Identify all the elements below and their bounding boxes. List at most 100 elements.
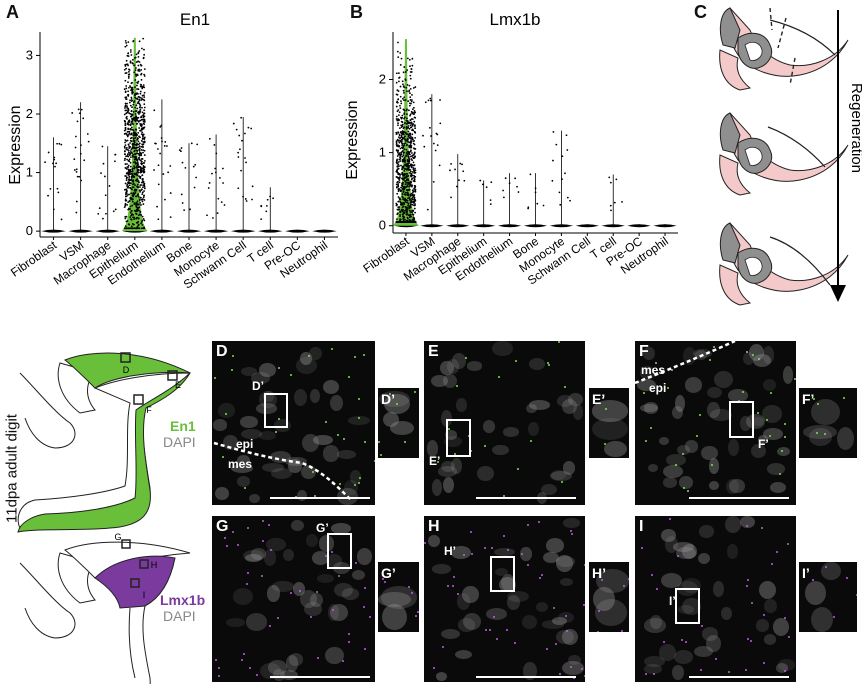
signal-dot (553, 607, 556, 610)
nucleus (284, 456, 307, 467)
zoom-inset-label-d: D’ (381, 391, 395, 407)
signal-dot (775, 551, 778, 554)
signal-dot (363, 587, 366, 590)
data-point (404, 198, 407, 201)
data-point (213, 144, 216, 146)
data-point (402, 158, 404, 161)
signal-dot (337, 434, 340, 437)
nucleus (312, 434, 333, 446)
data-point (140, 204, 142, 206)
data-point (400, 146, 403, 149)
data-point (73, 158, 76, 161)
nucleus (809, 427, 833, 446)
data-point (143, 75, 146, 77)
nucleus (268, 660, 288, 676)
data-point (481, 183, 484, 186)
data-point (124, 225, 127, 228)
data-point (124, 107, 126, 109)
data-point (395, 140, 398, 143)
panel-letter-d: D (216, 343, 228, 360)
signal-dot (457, 592, 460, 595)
data-point (136, 200, 139, 203)
data-point (52, 162, 54, 165)
nucleus (494, 567, 508, 576)
data-point (130, 210, 133, 212)
data-point (169, 216, 172, 219)
data-point (135, 217, 138, 220)
data-point (399, 137, 401, 140)
data-point (83, 159, 86, 162)
data-point (125, 146, 128, 149)
data-point (561, 178, 563, 180)
signal-dot (359, 476, 362, 479)
data-point (135, 110, 138, 112)
nucleus (713, 370, 733, 388)
data-point (410, 141, 413, 144)
signal-dot (653, 672, 656, 675)
data-point (161, 140, 163, 143)
data-point (395, 169, 398, 172)
data-point (142, 135, 144, 138)
data-point (127, 81, 129, 84)
data-point (135, 213, 138, 216)
data-point (409, 185, 411, 187)
data-point (129, 161, 132, 164)
data-point (137, 227, 139, 230)
data-point (409, 203, 412, 206)
signal-dot (541, 574, 544, 577)
data-point (132, 145, 134, 147)
data-point (129, 60, 132, 63)
data-point (251, 198, 253, 201)
data-point (143, 126, 146, 129)
data-point (143, 149, 146, 152)
signal-dot (768, 435, 771, 438)
diagram-box-label-e: E (175, 380, 181, 390)
data-point (238, 134, 241, 137)
data-point (143, 119, 146, 122)
data-point (398, 158, 401, 161)
data-point (134, 161, 137, 163)
zoom-box-d (264, 393, 288, 428)
data-point (130, 110, 133, 113)
nucleus (684, 377, 703, 393)
data-point (398, 134, 401, 137)
data-point (128, 173, 131, 176)
data-point (414, 185, 417, 187)
signal-dot (433, 667, 436, 670)
data-point (406, 172, 409, 175)
zoom-inset-e: E’ (589, 388, 629, 458)
nucleus (308, 346, 323, 360)
signal-dot (325, 420, 328, 423)
nucleus (592, 586, 615, 612)
signal-dot (465, 357, 468, 360)
nucleus (443, 476, 455, 493)
data-point (403, 160, 406, 163)
data-point (412, 138, 414, 141)
data-point (399, 189, 402, 191)
data-point (130, 151, 133, 154)
data-point (124, 120, 127, 123)
data-point (138, 203, 140, 206)
data-point (132, 180, 135, 183)
data-point (404, 142, 407, 145)
nucleus (756, 618, 769, 632)
nucleus (526, 403, 538, 413)
nucleus (444, 436, 463, 448)
data-point (140, 125, 143, 128)
data-point (130, 115, 133, 117)
nucleus (522, 614, 537, 629)
data-point (397, 124, 399, 127)
data-point (124, 153, 126, 155)
data-point (410, 135, 412, 138)
data-point (125, 85, 128, 87)
data-point (136, 137, 139, 139)
data-point (409, 114, 411, 117)
data-point (143, 160, 146, 162)
digit-stage-2 (719, 112, 849, 196)
signal-dot (275, 430, 277, 433)
nucleus (694, 645, 714, 657)
signal-dot (278, 417, 281, 420)
data-point (124, 217, 127, 220)
data-point (208, 182, 211, 184)
data-point (395, 143, 398, 146)
